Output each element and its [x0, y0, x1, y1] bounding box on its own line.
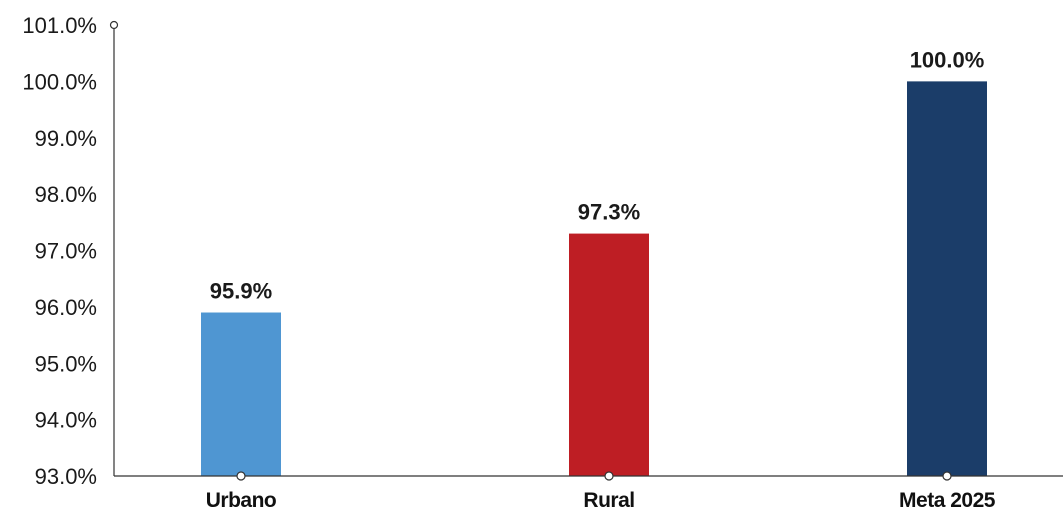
- bar: [907, 81, 987, 476]
- bar: [201, 312, 281, 476]
- x-tick-label: Urbano: [206, 489, 277, 512]
- bars: [201, 81, 987, 476]
- x-tick-marker: [236, 471, 246, 481]
- y-axis: 93.0% 94.0% 95.0% 96.0% 97.0% 98.0% 99.0% 100.0…: [22, 13, 119, 489]
- x-tick-label: Rural: [583, 489, 634, 512]
- y-axis-end-marker: [109, 20, 119, 30]
- x-tick-marker: [604, 471, 614, 481]
- data-labels: 95.9% 97.3% 100.0%: [210, 47, 985, 303]
- data-label: 97.3%: [578, 200, 640, 225]
- data-label: 95.9%: [210, 279, 272, 304]
- y-tick-label: 101.0%: [22, 13, 97, 38]
- y-tick-label: 96.0%: [35, 295, 97, 320]
- y-tick-label: 99.0%: [35, 126, 97, 151]
- y-tick-label: 93.0%: [35, 464, 97, 489]
- y-tick-label: 98.0%: [35, 182, 97, 207]
- data-label: 100.0%: [910, 47, 985, 72]
- bar: [569, 233, 649, 476]
- x-axis: Urbano Rural Meta 2025: [114, 471, 1063, 512]
- x-tick-label: Meta 2025: [899, 489, 996, 512]
- y-tick-label: 100.0%: [22, 69, 97, 94]
- y-tick-label: 95.0%: [35, 351, 97, 376]
- y-tick-label: 97.0%: [35, 239, 97, 264]
- y-tick-label: 94.0%: [35, 408, 97, 433]
- x-tick-marker: [942, 471, 952, 481]
